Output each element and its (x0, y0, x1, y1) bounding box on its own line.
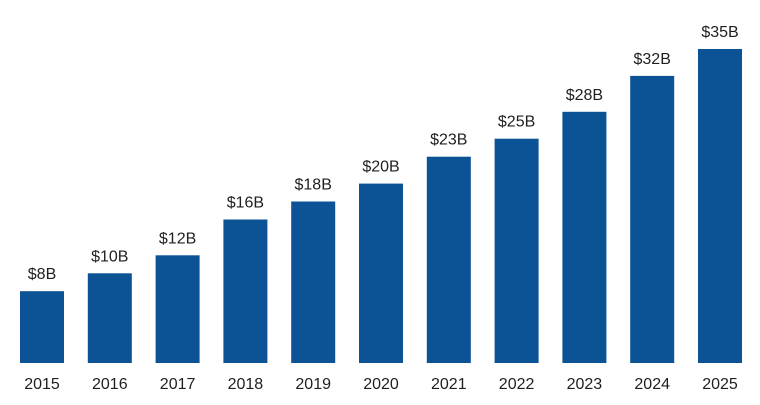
value-label-2016: $10B (91, 248, 128, 265)
value-label-2019: $18B (295, 177, 332, 194)
bar-2021 (426, 156, 471, 363)
bar-2015 (20, 291, 64, 363)
value-labels-layer: $8B $10B $12B $16B $18B $20B $23B $25B $28B $32B $… (28, 24, 739, 283)
bar-2016 (87, 273, 132, 363)
value-label-2023: $28B (566, 87, 603, 104)
x-axis-ticks: 2015 2016 2017 2018 2019 2020 2021 2022 2023 2024… (24, 376, 738, 393)
x-tick-label-2022: 2022 (499, 376, 535, 393)
x-tick-label-2019: 2019 (295, 376, 331, 393)
bar-2025 (698, 49, 742, 363)
x-tick-label-2025: 2025 (702, 376, 738, 393)
x-tick-label-2017: 2017 (160, 376, 196, 393)
value-label-2021: $23B (430, 132, 467, 149)
x-tick-label-2016: 2016 (92, 376, 128, 393)
bar-2024 (630, 75, 675, 364)
bar-2019 (291, 201, 336, 363)
x-tick-label-2018: 2018 (228, 376, 264, 393)
bar-2022 (494, 138, 539, 363)
bar-2023 (562, 111, 607, 363)
value-label-2022: $25B (498, 114, 535, 131)
x-tick-label-2015: 2015 (24, 376, 60, 393)
x-tick-label-2024: 2024 (634, 376, 670, 393)
value-label-2015: $8B (28, 266, 56, 283)
bar-2017 (155, 255, 200, 363)
x-tick-label-2023: 2023 (567, 376, 603, 393)
bar-2018 (223, 219, 268, 363)
x-tick-label-2021: 2021 (431, 376, 467, 393)
value-label-2018: $16B (227, 195, 264, 212)
value-label-2024: $32B (634, 51, 671, 68)
value-label-2025: $35B (701, 24, 738, 41)
bar-2020 (359, 183, 403, 363)
bars-layer (20, 49, 742, 364)
value-label-2020: $20B (362, 159, 399, 176)
value-label-2017: $12B (159, 230, 196, 247)
x-tick-label-2020: 2020 (363, 376, 399, 393)
